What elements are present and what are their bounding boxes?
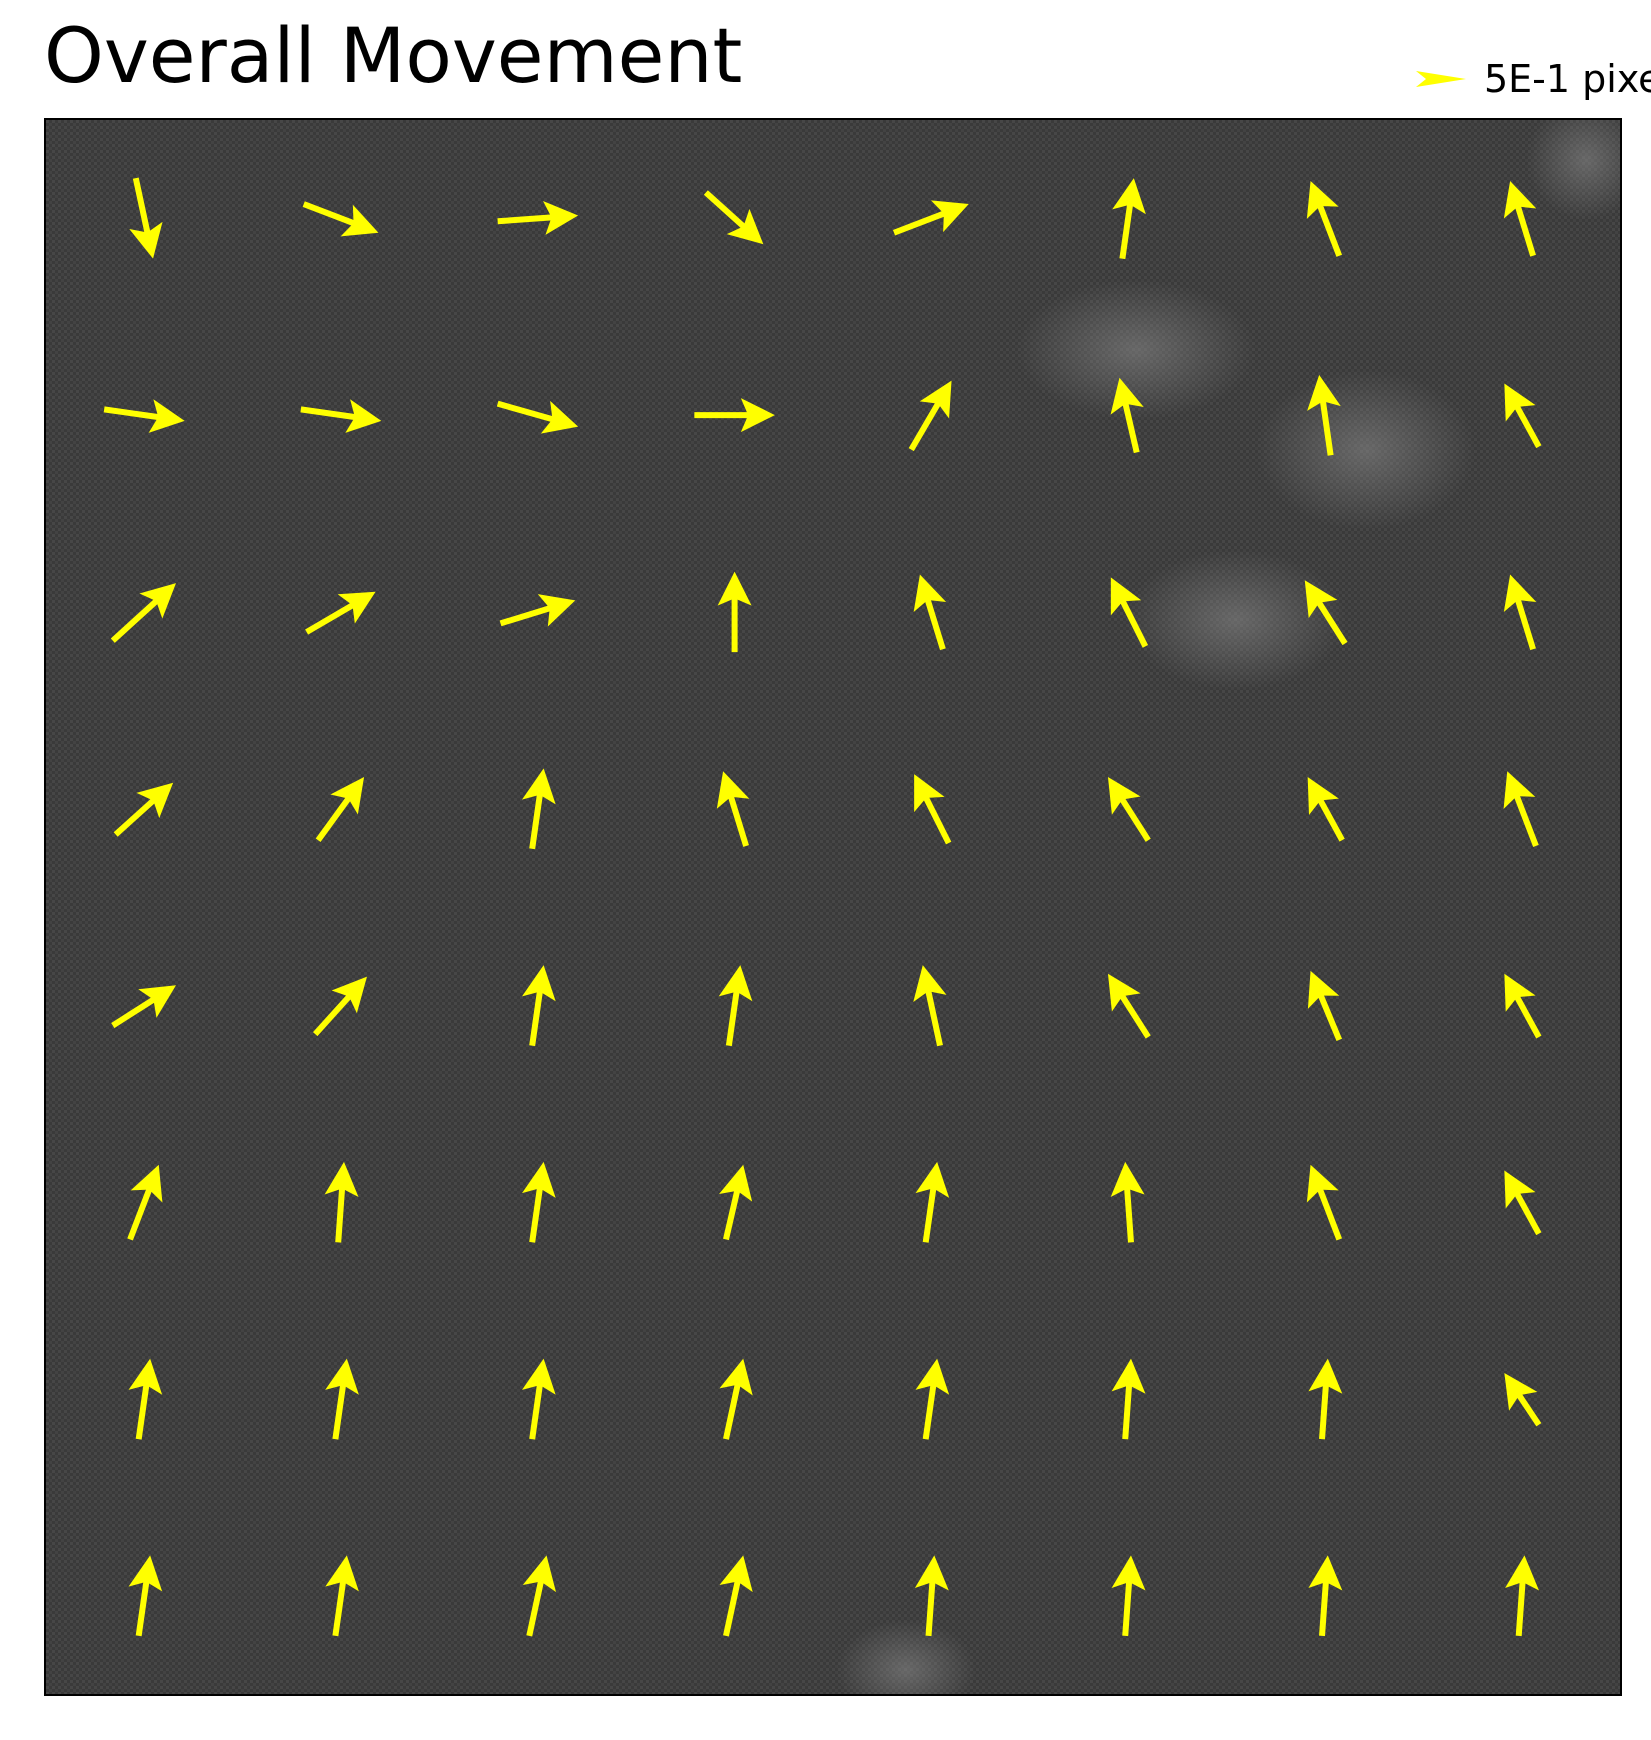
texture-background [46, 120, 1620, 1694]
vector-arrow [719, 1555, 753, 1637]
bright-region [1016, 280, 1256, 420]
vector-arrow [892, 200, 969, 236]
vector-arrow [103, 399, 185, 433]
vector-arrow [1503, 771, 1539, 848]
vector-arrow [719, 1358, 753, 1440]
vector-arrow [111, 985, 177, 1029]
vector-arrow [110, 583, 177, 643]
legend: 5E-1 pixel [1412, 54, 1651, 104]
vector-arrow [312, 976, 367, 1037]
vector-arrow [908, 380, 952, 452]
vector-arrow [113, 782, 174, 837]
vector-arrow [716, 771, 750, 847]
vector-arrow [717, 571, 752, 653]
vector-arrow [522, 768, 556, 850]
vector-arrow [1504, 383, 1542, 449]
vector-arrow [325, 1555, 359, 1637]
bright-region [1256, 370, 1476, 530]
vector-arrow [497, 200, 579, 235]
vector-arrow [719, 1164, 753, 1241]
legend-label: 5E-1 pixel [1484, 57, 1651, 101]
vector-arrow [915, 1161, 950, 1243]
vector-arrow [1111, 1358, 1146, 1440]
vector-arrow [1307, 776, 1345, 842]
vector-arrow [302, 201, 379, 237]
vector-arrow [1110, 1161, 1145, 1243]
vector-arrow [913, 965, 947, 1047]
vector-arrow [1504, 1373, 1542, 1427]
vector-arrow [522, 965, 556, 1047]
vector-arrow [1504, 1170, 1542, 1236]
vector-arrow [914, 774, 952, 845]
bright-region [836, 1620, 976, 1694]
vector-arrow [305, 591, 376, 635]
bright-region [1126, 550, 1346, 690]
vector-arrow [1504, 973, 1542, 1039]
vector-arrow [325, 1358, 359, 1440]
bright-region [1526, 120, 1620, 220]
quiver-svg [46, 120, 1620, 1694]
vector-arrow [1107, 776, 1151, 842]
vector-arrow [300, 399, 382, 433]
vector-arrow [1304, 580, 1348, 646]
vector-arrow [128, 1358, 163, 1440]
vector-arrow [1112, 178, 1146, 260]
vector-arrow [1306, 181, 1343, 257]
vector-arrow [315, 776, 365, 842]
vector-arrow [499, 594, 576, 627]
vector-arrow [1308, 1358, 1343, 1440]
vector-arrow [913, 574, 947, 651]
legend-arrow-icon [1416, 71, 1466, 87]
vector-arrow [1110, 377, 1144, 454]
vector-arrow [1503, 181, 1537, 257]
vector-arrow [694, 398, 775, 433]
vector-arrow [718, 965, 753, 1047]
vector-arrow [496, 400, 579, 434]
vector-arrow [129, 177, 163, 259]
vector-arrow [1307, 970, 1343, 1042]
vector-arrow [522, 1161, 556, 1243]
vector-arrow [915, 1358, 950, 1440]
vector-arrow [324, 1161, 359, 1243]
vector-arrow [1505, 1555, 1540, 1637]
vector-arrow [127, 1164, 163, 1241]
vector-arrow [522, 1555, 557, 1637]
quiver-plot [44, 118, 1622, 1696]
vector-arrow [128, 1555, 163, 1637]
vector-arrow [1110, 577, 1149, 648]
vector-arrow [914, 1555, 949, 1637]
arrow-layer [103, 177, 1542, 1637]
vector-arrow [1308, 1555, 1343, 1637]
vector-arrow [1306, 1164, 1343, 1241]
vector-arrow [1503, 574, 1537, 651]
vector-arrow [703, 190, 764, 245]
chart-title: Overall Movement [44, 11, 743, 100]
vector-arrow [1107, 973, 1151, 1039]
vector-arrow [522, 1358, 556, 1440]
vector-arrow [1111, 1555, 1146, 1637]
vector-arrow [1307, 374, 1341, 456]
